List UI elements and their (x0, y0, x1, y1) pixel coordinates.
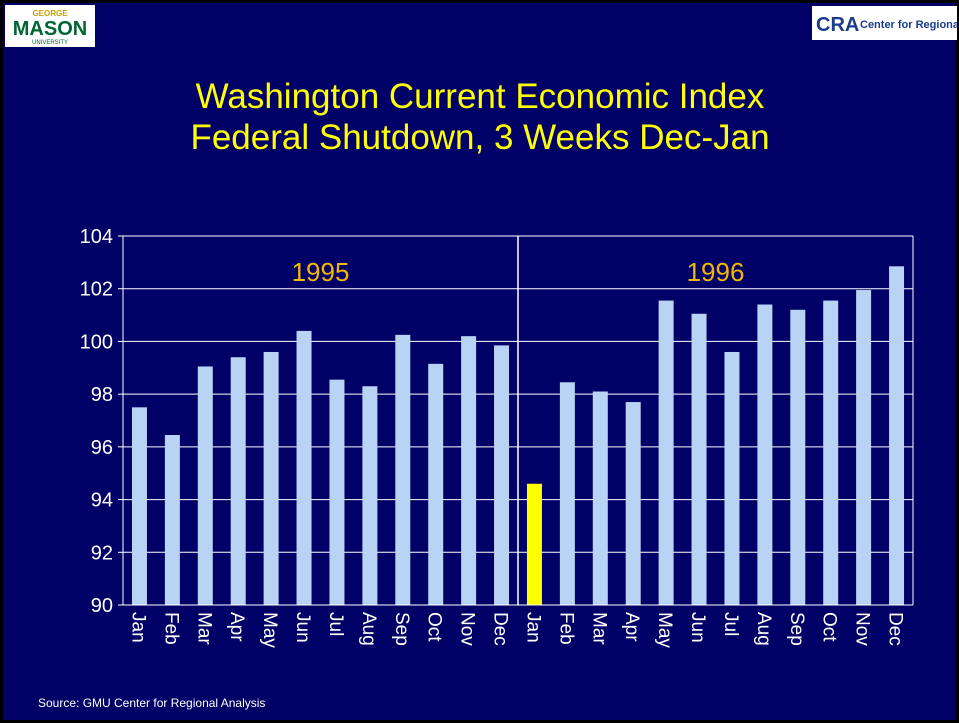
cra-logo: CRA Center for Regional Analysis (812, 6, 959, 40)
x-tick-label: Jan (522, 612, 543, 643)
y-tick-label: 104 (80, 226, 113, 248)
x-tick-label: Apr (226, 612, 247, 642)
bar (131, 407, 147, 605)
logo-text: UNIVERSITY (32, 40, 68, 46)
bar (691, 313, 707, 605)
bar (164, 434, 180, 605)
x-tick-label: Nov (852, 612, 873, 646)
bar (592, 391, 608, 605)
logo-box (812, 6, 957, 40)
bar (197, 366, 213, 605)
x-tick-label: Sep (391, 612, 412, 646)
source: Source: GMU Center for Regional Analysis (38, 696, 265, 710)
x-tick-label: Nov (457, 612, 478, 646)
bar (823, 300, 839, 605)
x-tick-label: Jul (325, 612, 346, 636)
x-tick-label: Jan (127, 612, 148, 643)
bar (724, 351, 740, 605)
logo-text: GEORGE (32, 9, 68, 18)
bar (559, 382, 575, 605)
bar (790, 309, 806, 605)
bar (329, 379, 345, 605)
bar (362, 386, 378, 605)
y-tick-label: 94 (91, 490, 113, 512)
x-tick-label: Jun (687, 612, 708, 643)
bar (230, 357, 246, 605)
chart-title: Federal Shutdown, 3 Weeks Dec-Jan (190, 118, 769, 157)
bar (526, 483, 542, 605)
x-tick-label: Feb (160, 612, 181, 645)
x-tick-label: Jul (720, 612, 741, 636)
x-tick-label: Mar (588, 612, 609, 645)
bar (461, 336, 477, 605)
x-tick-label: Mar (193, 612, 214, 645)
x-tick-label: May (259, 612, 280, 648)
bar (494, 345, 510, 605)
x-tick-label: Feb (555, 612, 576, 645)
bar (625, 402, 641, 605)
x-tick-label: Sep (786, 612, 807, 646)
bar (658, 300, 674, 605)
x-tick-label: May (654, 612, 675, 648)
x-tick-label: Oct (819, 612, 840, 642)
bar (757, 304, 773, 605)
x-tick-label: Oct (424, 612, 445, 642)
logo-text: Center for Regional Analysis (860, 19, 959, 31)
year-label: 1996 (687, 257, 745, 287)
y-tick-label: 90 (91, 595, 113, 617)
bar (296, 330, 312, 605)
chart-title: Washington Current Economic Index (196, 77, 765, 116)
gmu-logo (5, 5, 95, 47)
y-tick-label: 98 (91, 384, 113, 406)
bar (856, 290, 872, 605)
x-tick-label: Aug (358, 612, 379, 646)
x-tick-label: Jun (292, 612, 313, 643)
y-tick-label: 100 (80, 331, 113, 353)
y-tick-label: 96 (91, 437, 113, 459)
x-tick-label: Dec (490, 612, 511, 646)
logo-text: CRA (816, 14, 859, 36)
bar (395, 334, 411, 605)
year-label: 1995 (292, 257, 350, 287)
y-tick-label: 102 (80, 279, 113, 301)
x-tick-label: Aug (753, 612, 774, 646)
bar (428, 363, 444, 605)
logo-text: MASON (13, 18, 87, 40)
bar (889, 266, 905, 605)
bar (263, 351, 279, 605)
x-tick-label: Apr (621, 612, 642, 642)
y-tick-label: 92 (91, 542, 113, 564)
x-tick-label: Dec (885, 612, 906, 646)
